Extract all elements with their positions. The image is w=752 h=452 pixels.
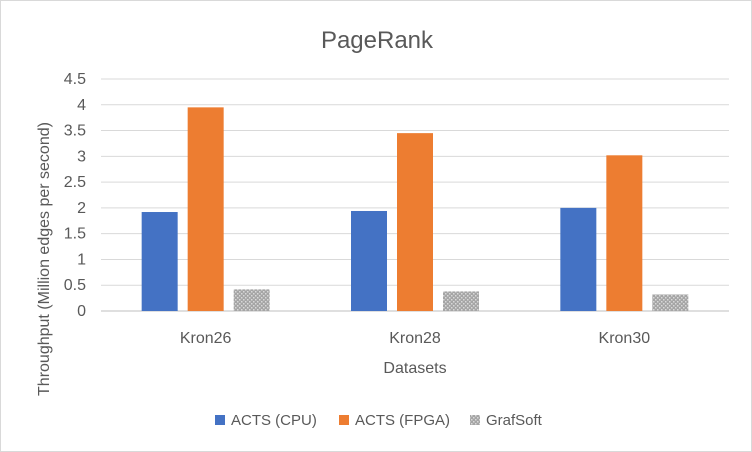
- legend: ACTS (CPU) ACTS (FPGA) GrafSoft: [215, 412, 543, 429]
- y-axis-ticks: 0 0.5 1 1.5 2 2.5 3 3.5 4 4.5: [64, 71, 86, 320]
- legend-label: GrafSoft: [486, 412, 543, 429]
- legend-label: ACTS (FPGA): [355, 412, 450, 429]
- bar-acts-fpga-kron30: [606, 155, 643, 311]
- bar-acts-cpu-kron30: [560, 207, 597, 311]
- x-tick-label: Kron28: [389, 330, 441, 347]
- x-tick-label: Kron30: [599, 330, 651, 347]
- bar-acts-fpga-kron26: [187, 107, 224, 311]
- y-tick-label: 2.5: [64, 174, 86, 191]
- x-axis-ticks: Kron26 Kron28 Kron30: [180, 330, 650, 347]
- bar-acts-fpga-kron28: [397, 133, 433, 311]
- legend-swatch: [215, 415, 225, 425]
- legend-swatch: [470, 415, 480, 425]
- x-tick-label: Kron26: [180, 330, 232, 347]
- bar-grafsoft-kron26: [233, 289, 270, 311]
- y-tick-label: 1: [77, 251, 86, 268]
- bar-grafsoft-kron30: [652, 294, 689, 311]
- y-tick-label: 4.5: [64, 71, 86, 88]
- bars: [141, 107, 689, 311]
- chart-title: PageRank: [321, 27, 434, 54]
- y-tick-label: 0.5: [64, 277, 86, 294]
- y-tick-label: 4: [77, 97, 86, 114]
- bar-acts-cpu-kron28: [351, 210, 387, 311]
- legend-label: ACTS (CPU): [231, 412, 317, 429]
- y-tick-label: 3: [77, 148, 86, 165]
- y-tick-label: 2: [77, 200, 86, 217]
- y-axis-title: Throughput (Million edges per second): [36, 122, 53, 396]
- bar-grafsoft-kron28: [443, 291, 479, 311]
- x-axis-title: Datasets: [383, 360, 446, 377]
- legend-swatch: [339, 415, 349, 425]
- bar-acts-cpu-kron26: [141, 212, 178, 311]
- y-tick-label: 1.5: [64, 226, 86, 243]
- y-tick-label: 0: [77, 303, 86, 320]
- y-tick-label: 3.5: [64, 123, 86, 140]
